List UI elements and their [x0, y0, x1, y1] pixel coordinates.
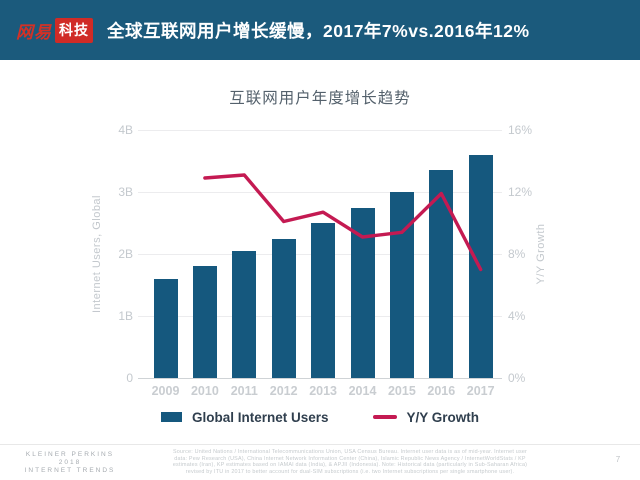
- left-axis-tick: 2B: [118, 247, 133, 261]
- brand-line-1: KLEINER PERKINS: [25, 451, 115, 458]
- right-axis-tick: 16%: [508, 123, 533, 137]
- left-axis-tick: 3B: [118, 185, 133, 199]
- bar-2015: [389, 192, 414, 378]
- left-axis-tick: 0: [126, 371, 133, 385]
- bar-2017: [468, 154, 493, 378]
- source-line: estimates (Iran), KP estimates based on …: [172, 462, 528, 469]
- x-axis-label-2014: 2014: [348, 384, 377, 398]
- x-axis-label-2009: 2009: [151, 384, 180, 398]
- x-axis-label-2016: 2016: [427, 384, 456, 398]
- source-line: revised by ITU in 2017 to better account…: [185, 468, 515, 475]
- x-axis-label-2012: 2012: [269, 384, 298, 398]
- bar-2016: [429, 170, 454, 378]
- right-axis-tick: 4%: [508, 309, 526, 323]
- legend-line-swatch: [372, 415, 397, 419]
- brand-line-3: INTERNET TRENDS: [24, 467, 116, 474]
- bar-2010: [192, 266, 217, 378]
- netease-tech-logo[interactable]: 网易 科技: [16, 17, 93, 43]
- left-axis-tick: 1B: [118, 309, 133, 323]
- bar-2013: [311, 223, 336, 378]
- gridline: [138, 130, 502, 131]
- x-axis-label-2015: 2015: [387, 384, 416, 398]
- bar-2014: [350, 207, 375, 378]
- chart-title: 互联网用户年度增长趋势: [229, 90, 411, 107]
- x-axis-label-2017: 2017: [466, 384, 495, 398]
- x-axis-label-2011: 2011: [230, 384, 258, 398]
- tech-badge: 科技: [55, 17, 93, 43]
- right-axis-tick: 12%: [508, 185, 533, 199]
- legend-bar-label: Global Internet Users: [191, 409, 329, 425]
- footer-divider: [0, 444, 640, 445]
- netease-logo-text: 网易: [16, 22, 52, 42]
- legend-bar-swatch: [160, 412, 182, 422]
- brand-line-2: 2018: [58, 459, 82, 466]
- source-line: data: Pew Research (USA), China Internet…: [174, 455, 526, 462]
- legend: Global Internet Users Y/Y Growth: [0, 407, 640, 427]
- x-axis-label-2010: 2010: [190, 384, 219, 398]
- gridline: [138, 378, 502, 379]
- header-bar: 网易 科技 全球互联网用户增长缓慢，2017年7%vs.2016年12%: [0, 0, 640, 60]
- x-axis-label-2013: 2013: [309, 384, 337, 398]
- source-note: Source: United Nations / International T…: [150, 449, 550, 475]
- bar-2009: [153, 278, 178, 378]
- bar-2012: [271, 238, 296, 378]
- page-number: 7: [615, 455, 621, 464]
- kleiner-perkins-brand: KLEINER PERKINS 2018 INTERNET TRENDS: [6, 451, 134, 475]
- source-line: Source: United Nations / International T…: [172, 449, 528, 455]
- page-title: 全球互联网用户增长缓慢，2017年7%vs.2016年12%: [107, 20, 530, 41]
- right-axis-tick: 8%: [508, 247, 526, 261]
- right-axis-tick: 0%: [508, 371, 526, 385]
- bar-2011: [232, 250, 257, 378]
- left-axis-tick: 4B: [118, 123, 133, 137]
- legend-line-label: Y/Y Growth: [406, 409, 480, 425]
